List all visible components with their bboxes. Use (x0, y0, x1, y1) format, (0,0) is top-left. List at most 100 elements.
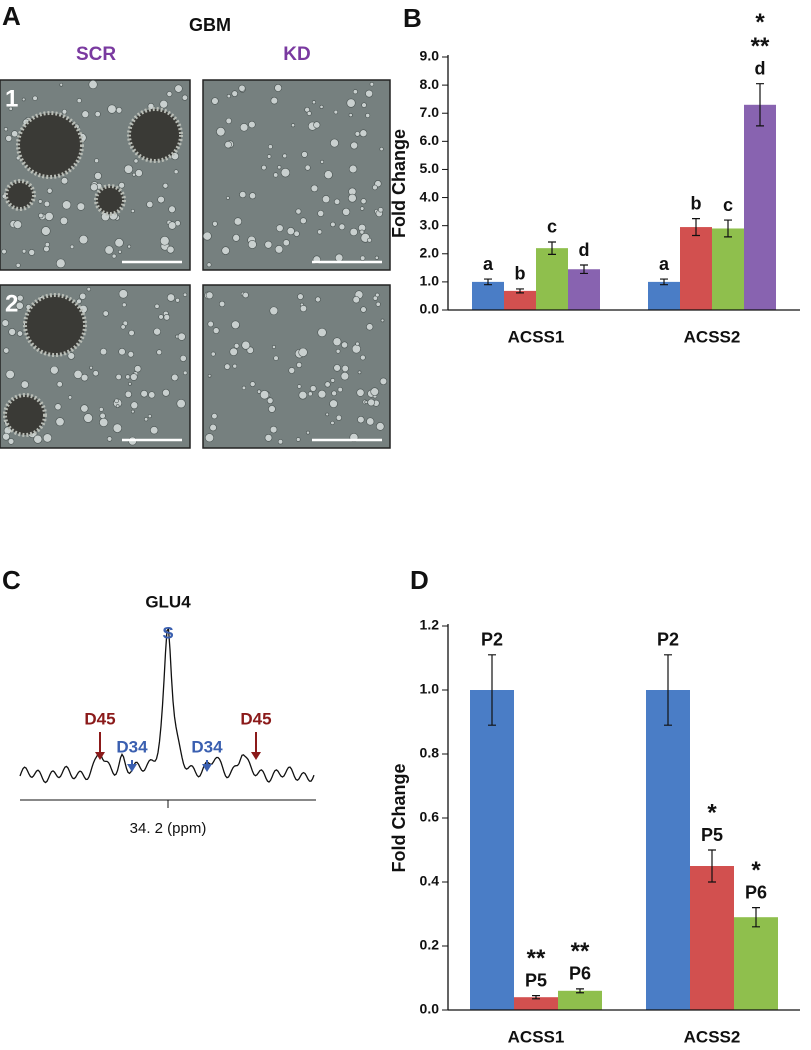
cell (94, 111, 101, 118)
cell (21, 97, 26, 102)
cell (354, 131, 361, 137)
error-bar (484, 278, 492, 286)
cell (349, 227, 358, 237)
cell (310, 184, 319, 193)
error-bar (548, 241, 556, 255)
cell (325, 412, 329, 417)
cell (102, 310, 109, 317)
bar-label: a (659, 254, 670, 274)
cell (280, 167, 291, 178)
cell (370, 387, 379, 396)
cell (130, 409, 135, 414)
cell (224, 363, 231, 370)
cell (176, 398, 186, 409)
cell (333, 109, 339, 115)
cell (73, 369, 83, 379)
cell (46, 187, 53, 194)
cell (86, 287, 91, 292)
cell (356, 388, 365, 397)
cell (118, 181, 125, 189)
cell (282, 239, 290, 247)
cell (38, 199, 43, 204)
column-label: SCR (76, 44, 116, 65)
cell (54, 403, 62, 411)
arrow-head (95, 752, 105, 760)
cell (322, 195, 331, 204)
cell (41, 226, 51, 236)
cell (319, 104, 324, 109)
cell (317, 327, 327, 338)
bar-label: c (547, 217, 557, 237)
micrographs: 12 (0, 79, 391, 449)
cell (183, 370, 188, 376)
panel-letter: A (2, 1, 21, 31)
cell (225, 117, 232, 125)
y-tick-label: 0.4 (420, 873, 440, 889)
cell (273, 355, 279, 361)
cell (372, 184, 378, 191)
cell (212, 221, 218, 227)
cell (288, 367, 296, 374)
error-bar (692, 218, 700, 237)
cell (76, 298, 82, 305)
cell (249, 192, 257, 200)
cell (297, 384, 302, 389)
bar (646, 690, 690, 1010)
bar (680, 227, 712, 310)
cell (162, 388, 170, 397)
cell (130, 373, 138, 381)
cell (166, 293, 176, 302)
cell (118, 289, 128, 299)
cell (335, 348, 341, 354)
cell (205, 291, 214, 300)
bar (648, 281, 680, 310)
column-label: KD (283, 44, 310, 65)
cell (177, 332, 186, 341)
cell (115, 404, 120, 408)
cell (241, 385, 247, 390)
cell (342, 207, 351, 216)
cell (276, 224, 284, 232)
cell (159, 99, 168, 109)
y-tick-label: 4.0 (420, 188, 440, 204)
cell (33, 434, 43, 444)
cell (270, 96, 278, 105)
cell (202, 231, 212, 241)
x-tick-label: ACSS1 (508, 327, 565, 346)
cell (50, 365, 59, 375)
y-tick-label: 3.0 (420, 216, 440, 232)
cell (359, 129, 368, 138)
spectrum-title: GLU4 (145, 592, 191, 611)
x-label: 34. 2 (ppm) (130, 820, 207, 837)
cell (268, 144, 273, 150)
cell (135, 169, 143, 177)
cell (231, 320, 240, 330)
charts: 0.0 1.0 2.0 3.0 4.0 5.0 6.0 7.0 8.0 9.0 Fold Chang… (389, 9, 800, 1046)
cell (210, 351, 216, 357)
cell (3, 127, 8, 132)
panel-letter: C (2, 565, 21, 595)
cell (80, 373, 89, 382)
y-tick-label: 9.0 (420, 48, 440, 64)
cell (264, 240, 273, 249)
cell (352, 296, 360, 304)
row-label: 1 (5, 85, 18, 112)
panel-letter: B (403, 3, 422, 33)
cell (92, 370, 99, 377)
cell (268, 405, 276, 413)
cell (365, 89, 373, 98)
cell (78, 234, 89, 245)
y-tick-label: 1.2 (420, 617, 440, 633)
peak-label: D45 (84, 709, 115, 728)
cell (232, 234, 240, 242)
cell (259, 390, 270, 400)
cell (317, 229, 323, 235)
cell (277, 165, 282, 170)
cell (76, 202, 86, 211)
cell (55, 258, 66, 269)
cell (21, 249, 27, 254)
cell (359, 229, 365, 235)
cell (204, 433, 214, 443)
bar (690, 866, 734, 1010)
cell (132, 172, 136, 177)
